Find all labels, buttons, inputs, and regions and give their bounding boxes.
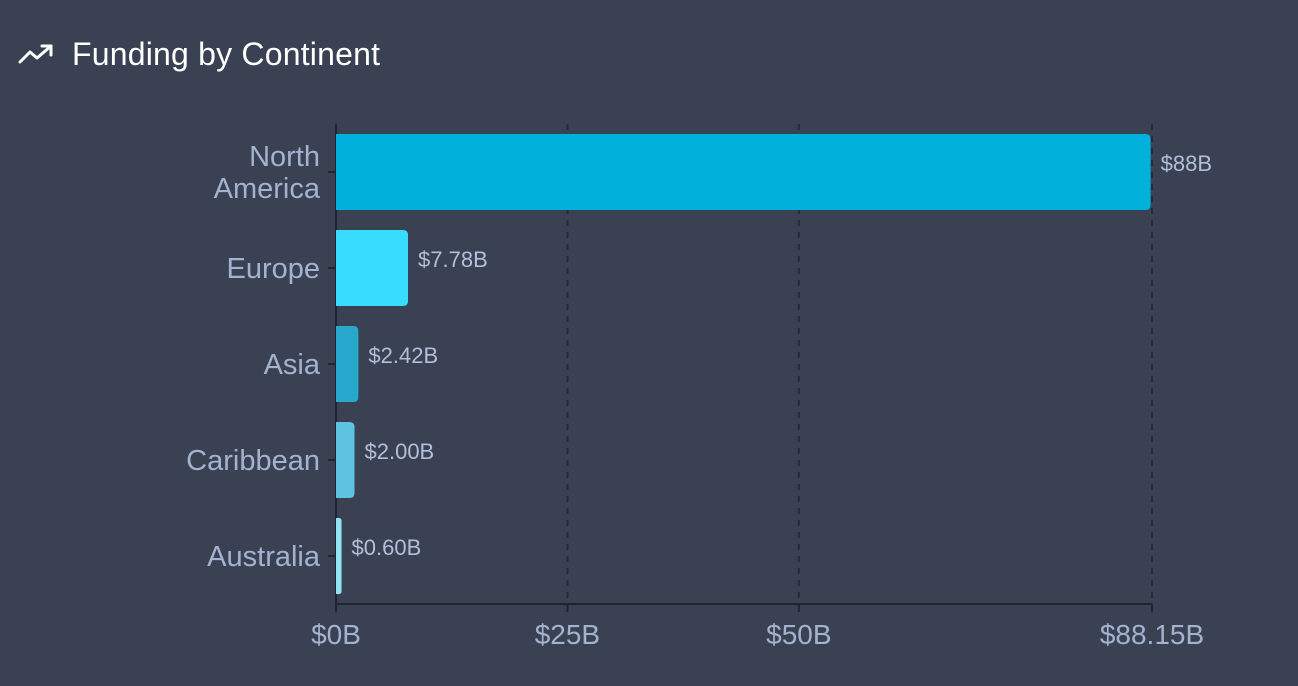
bar	[336, 518, 342, 594]
chart-header: Funding by Continent	[18, 34, 380, 74]
bar	[336, 230, 409, 306]
category-label: Caribbean	[186, 445, 320, 477]
x-tick-label: $88.15B	[1100, 619, 1204, 650]
bar	[336, 134, 1151, 210]
category-label: Europe	[226, 253, 320, 285]
trending-up-icon	[18, 42, 54, 66]
data-label: $7.78B	[418, 247, 488, 272]
data-label: $0.60B	[352, 535, 422, 560]
bar	[336, 422, 355, 498]
data-label: $88B	[1161, 151, 1212, 176]
bar	[336, 326, 359, 402]
chart-title: Funding by Continent	[72, 35, 381, 72]
category-label: Australia	[207, 541, 321, 573]
x-tick-label: $50B	[766, 619, 831, 650]
category-label: Asia	[264, 349, 321, 381]
x-tick-label: $25B	[535, 619, 600, 650]
category-label: North America	[214, 141, 321, 205]
x-tick-label: $0B	[311, 619, 361, 650]
data-label: $2.00B	[365, 439, 435, 464]
data-label: $2.42B	[368, 343, 438, 368]
